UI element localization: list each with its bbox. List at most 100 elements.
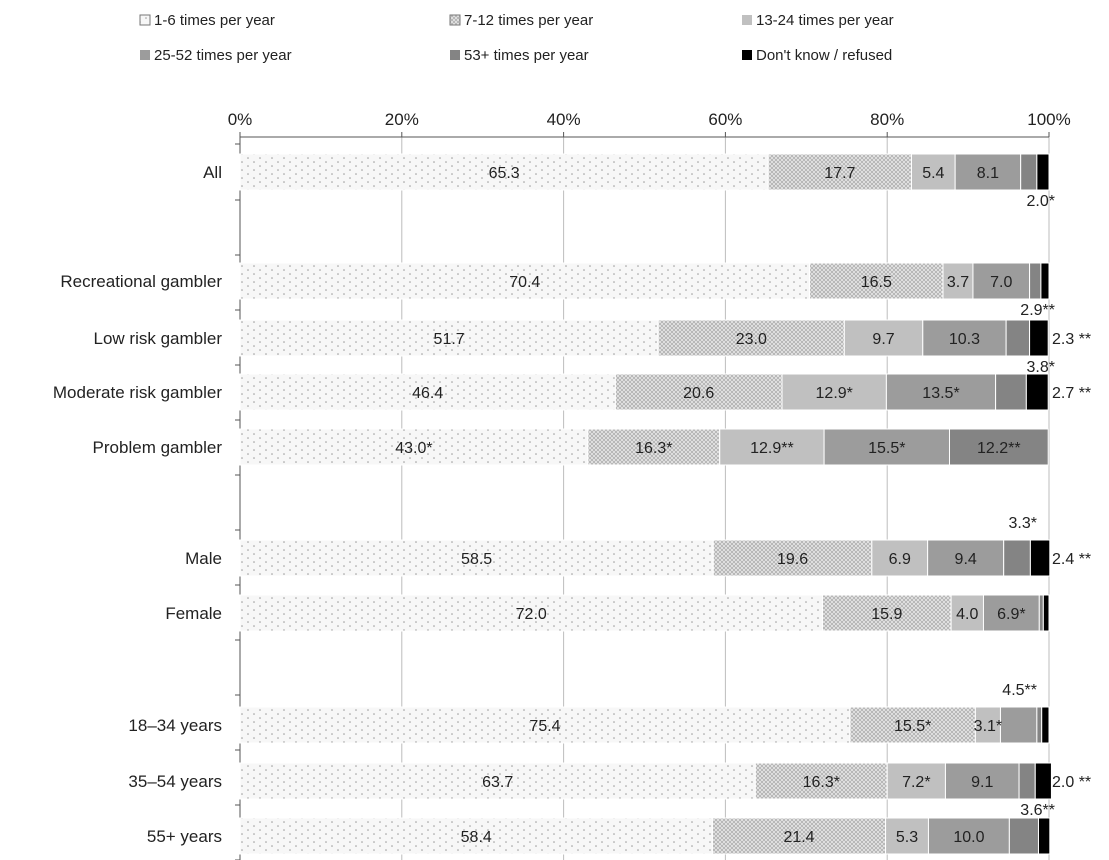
bar-segment-18-34-years-s25-52 <box>999 706 1038 744</box>
data-label: 65.3 <box>489 165 520 182</box>
category-label-male: Male <box>185 549 222 568</box>
bar-segment-moderate-risk-gambler-s1-6 <box>239 373 616 411</box>
legend-swatch-s53plus <box>450 50 460 60</box>
category-label-low-risk-gambler: Low risk gambler <box>94 329 223 348</box>
category-label-female: Female <box>165 604 222 623</box>
data-label-outside: 3.6** <box>1020 802 1055 819</box>
bar-segment-moderate-risk-gambler-s13-24 <box>781 373 887 411</box>
legend-label-dont-know: Don't know / refused <box>756 47 892 64</box>
legend-label-s7-12: 7-12 times per year <box>464 12 593 29</box>
bar-segment-35-54-years-dont-know <box>1034 762 1052 800</box>
bar-segment-35-54-years-s1-6 <box>239 762 756 800</box>
bar-segment-35-54-years-s53plus <box>1018 762 1036 800</box>
data-label: 58.4 <box>461 829 492 846</box>
bar-segment-recreational-gambler-s13-24 <box>942 262 974 300</box>
data-label: 70.4 <box>509 274 540 291</box>
bar-segment-moderate-risk-gambler-s25-52 <box>885 373 997 411</box>
bar-segment-male-s7-12 <box>712 539 873 577</box>
bar-segment-problem-gambler-s13-24 <box>719 428 825 466</box>
data-label: 4.0 <box>956 606 978 623</box>
bar-segment-35-54-years-s13-24 <box>886 762 946 800</box>
y-axis: All Recreational gambler Low risk gambler M… <box>53 137 241 860</box>
bar-segment-low-risk-gambler-dont-know <box>1029 319 1049 357</box>
data-label: 75.4 <box>529 718 560 735</box>
data-label: 17.7 <box>824 165 855 182</box>
bar-segment-low-risk-gambler-s13-24 <box>843 319 924 357</box>
bar-segment-55-years-dont-know <box>1037 817 1051 855</box>
bar-segment-recreational-gambler-s53plus <box>1029 262 1042 300</box>
data-label: 16.5 <box>861 274 892 291</box>
data-label: 9.1 <box>971 774 993 791</box>
data-label: 3.1* <box>974 718 1002 735</box>
x-tick-label-40: 40% <box>547 110 581 129</box>
bar-segment-low-risk-gambler-s25-52 <box>922 319 1007 357</box>
bar-segment-female-s25-52 <box>982 594 1040 632</box>
bar-segment-female-dont-know <box>1042 594 1050 632</box>
bar-segment-low-risk-gambler-s53plus <box>1005 319 1031 357</box>
data-label: 20.6 <box>683 385 714 402</box>
legend-swatch-s13-24 <box>742 15 752 25</box>
category-label-moderate-risk-gambler: Moderate risk gambler <box>53 383 222 402</box>
data-label: 7.0 <box>990 274 1012 291</box>
legend-swatch-s25-52 <box>140 50 150 60</box>
data-label: 8.1 <box>977 165 999 182</box>
bar-segment-moderate-risk-gambler-s7-12 <box>614 373 783 411</box>
x-tick-label-20: 20% <box>385 110 419 129</box>
bar-segment-female-s53plus <box>1038 594 1044 632</box>
category-label-problem-gambler: Problem gambler <box>93 438 223 457</box>
bar-segment-all-s25-52 <box>954 153 1022 191</box>
bar-segment-recreational-gambler-s25-52 <box>972 262 1031 300</box>
category-label-35-54-years: 35–54 years <box>128 772 222 791</box>
data-label: 21.4 <box>783 829 814 846</box>
data-label: 58.5 <box>461 551 492 568</box>
bar-segment-problem-gambler-s1-6 <box>239 428 589 466</box>
bar-segment-male-s25-52 <box>927 539 1005 577</box>
data-label: 12.9* <box>816 385 853 402</box>
legend-swatch-dont-know <box>742 50 752 60</box>
data-label: 46.4 <box>412 385 443 402</box>
data-label: 15.5* <box>868 440 905 457</box>
legend-label-s1-6: 1-6 times per year <box>154 12 275 29</box>
bar-segment-female-s13-24 <box>950 594 984 632</box>
chart-legend: 1-6 times per year 7-12 times per year 13-… <box>139 12 894 64</box>
bar-segment-recreational-gambler-s7-12 <box>809 262 944 300</box>
bar-segment-18-34-years-s7-12 <box>849 706 976 744</box>
bar-segment-all-dont-know <box>1036 153 1050 191</box>
bar-segment-problem-gambler-s53plus <box>948 428 1049 466</box>
bar-segment-all-s53plus <box>1020 153 1038 191</box>
bar-segment-all-s13-24 <box>910 153 956 191</box>
data-label: 9.7 <box>872 331 894 348</box>
data-label-outside: 2.0 ** <box>1052 774 1091 791</box>
x-tick-label-60: 60% <box>708 110 742 129</box>
data-label-outside: 2.9** <box>1020 302 1055 319</box>
legend-swatch-s1-6 <box>139 14 151 26</box>
data-label: 12.9** <box>750 440 794 457</box>
data-label: 3.7 <box>947 274 969 291</box>
data-label: 13.5* <box>922 385 959 402</box>
data-label: 19.6 <box>777 551 808 568</box>
bar-segment-all-s1-6 <box>239 153 769 191</box>
data-label: 16.3* <box>803 774 840 791</box>
bar-segment-male-dont-know <box>1029 539 1051 577</box>
data-label: 15.5* <box>894 718 931 735</box>
legend-label-s53plus: 53+ times per year <box>464 47 589 64</box>
bar-segment-18-34-years-s13-24 <box>974 706 1001 744</box>
data-label-outside: 2.3 ** <box>1052 331 1091 348</box>
category-label-18-34-years: 18–34 years <box>128 716 222 735</box>
data-label: 10.0 <box>953 829 984 846</box>
bar-segment-18-34-years-s53plus <box>1036 706 1043 744</box>
data-label: 16.3* <box>635 440 672 457</box>
bar-segment-35-54-years-s7-12 <box>754 762 888 800</box>
data-label: 15.9 <box>871 606 902 623</box>
bar-segment-55-years-s25-52 <box>927 817 1010 855</box>
bar-segment-low-risk-gambler-s7-12 <box>657 319 845 357</box>
bar-segment-all-s7-12 <box>767 153 912 191</box>
x-tick-label-100: 100% <box>1027 110 1070 129</box>
bar-segment-35-54-years-s25-52 <box>944 762 1020 800</box>
category-label-recreational-gambler: Recreational gambler <box>60 272 222 291</box>
bar-segment-55-years-s53plus <box>1008 817 1039 855</box>
bar-segment-55-years-s13-24 <box>885 817 929 855</box>
bar-segment-18-34-years-dont-know <box>1041 706 1050 744</box>
data-label: 7.2* <box>902 774 930 791</box>
